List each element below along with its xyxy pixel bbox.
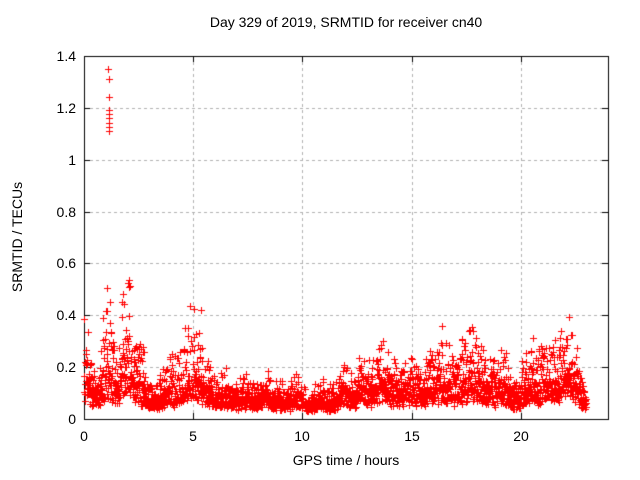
x-tick-label: 15 [404, 428, 420, 444]
x-tick-label: 10 [294, 428, 310, 444]
y-tick-label: 0.6 [56, 255, 76, 271]
y-tick-label: 1.4 [56, 48, 76, 64]
y-tick-label: 0 [68, 411, 76, 427]
x-axis-label: GPS time / hours [292, 452, 400, 468]
y-tick-label: 0.2 [56, 359, 76, 375]
x-tick-label: 5 [189, 428, 197, 444]
y-tick-label: 1 [68, 152, 76, 168]
y-tick-label: 0.4 [56, 307, 76, 323]
chart-title: Day 329 of 2019, SRMTID for receiver cn4… [209, 14, 483, 30]
y-tick-label: 1.2 [56, 100, 76, 116]
x-tick-label: 20 [513, 428, 529, 444]
y-tick-label: 0.8 [56, 204, 76, 220]
x-tick-label: 0 [80, 428, 88, 444]
